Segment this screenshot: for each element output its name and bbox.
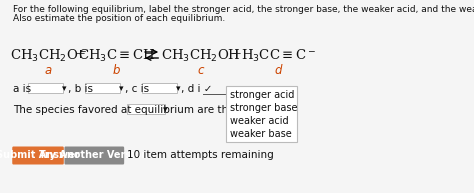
Text: CH$_3$CH$_2$OH: CH$_3$CH$_2$OH xyxy=(161,48,240,64)
Text: Try Another Version: Try Another Version xyxy=(39,151,149,161)
Text: Submit Answer: Submit Answer xyxy=(0,151,80,161)
Text: ▾: ▾ xyxy=(119,85,124,93)
Text: CH$_3$C$\equiv$CH: CH$_3$C$\equiv$CH xyxy=(78,48,155,64)
Text: d: d xyxy=(275,64,282,77)
FancyBboxPatch shape xyxy=(64,146,124,164)
FancyBboxPatch shape xyxy=(85,83,120,93)
Text: c: c xyxy=(197,64,204,77)
Text: CH$_3$CH$_2$O$^-$: CH$_3$CH$_2$O$^-$ xyxy=(9,48,87,64)
Text: weaker base: weaker base xyxy=(229,129,292,139)
Text: ▾: ▾ xyxy=(62,85,67,93)
Text: , d i ✓: , d i ✓ xyxy=(182,84,213,94)
Text: H$_3$CC$\equiv$C$^-$: H$_3$CC$\equiv$C$^-$ xyxy=(241,48,316,64)
FancyBboxPatch shape xyxy=(28,83,64,93)
Text: 10 item attempts remaining: 10 item attempts remaining xyxy=(127,151,274,161)
Text: , c is: , c is xyxy=(125,84,149,94)
FancyBboxPatch shape xyxy=(12,146,64,164)
FancyBboxPatch shape xyxy=(226,86,298,142)
Text: ▾: ▾ xyxy=(163,106,168,114)
Text: stronger acid: stronger acid xyxy=(229,90,294,100)
Text: , b is: , b is xyxy=(67,84,92,94)
Text: ▾: ▾ xyxy=(176,85,181,93)
FancyBboxPatch shape xyxy=(127,104,164,114)
Text: stronger base: stronger base xyxy=(229,103,297,113)
Text: +: + xyxy=(231,48,242,61)
Text: Also estimate the position of each equilibrium.: Also estimate the position of each equil… xyxy=(13,14,226,23)
Text: a is: a is xyxy=(13,84,31,94)
Text: a: a xyxy=(45,64,52,77)
Text: weaker acid: weaker acid xyxy=(229,116,288,126)
FancyBboxPatch shape xyxy=(142,83,177,93)
Text: The species favored at equilibrium are those: The species favored at equilibrium are t… xyxy=(13,105,246,115)
Text: For the following equilibrium, label the stronger acid, the stronger base, the w: For the following equilibrium, label the… xyxy=(13,5,474,14)
Text: +: + xyxy=(74,48,85,61)
Text: b: b xyxy=(113,64,120,77)
